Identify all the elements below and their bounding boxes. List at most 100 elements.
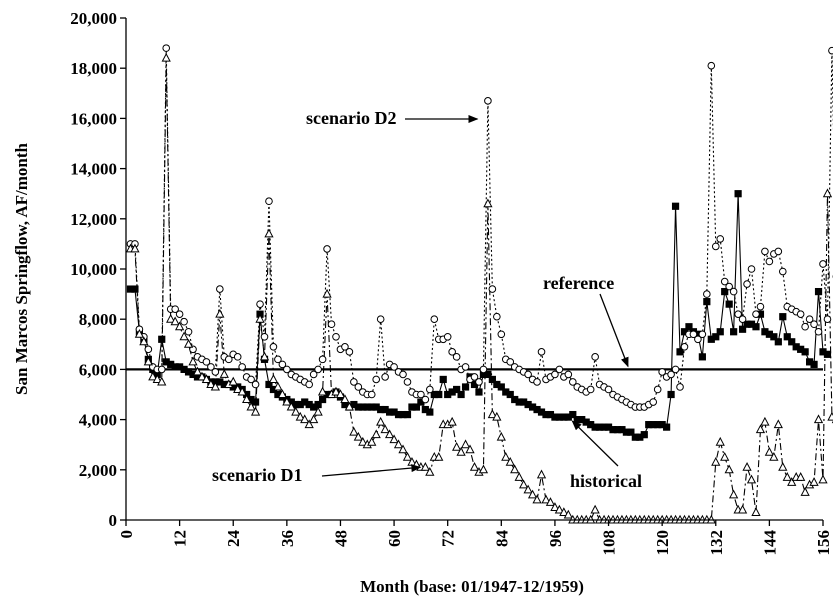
scenario-d1-point <box>434 451 444 461</box>
scenario-d1-point <box>510 464 520 474</box>
y-tick-label: 14,000 <box>70 160 117 179</box>
axes: 0 2,000 4,000 6,000 8,000 10,000 12,000 14,000 1… <box>12 9 833 596</box>
scenario-d1-point <box>742 462 752 471</box>
historical-point <box>676 348 684 356</box>
scenario-d1-point <box>380 424 390 434</box>
historical-point <box>408 403 416 411</box>
historical-point <box>479 370 488 379</box>
historical-point <box>636 433 644 441</box>
historical-point <box>390 408 398 416</box>
y-tick-label: 6,000 <box>79 360 117 379</box>
historical-point <box>604 423 613 431</box>
historical-point <box>216 378 224 386</box>
historical-point <box>363 403 371 411</box>
historical-point <box>251 398 260 406</box>
historical-point <box>716 328 724 336</box>
scenario-d1-point <box>778 462 788 471</box>
historical-point <box>457 390 465 399</box>
scenario-d2-point <box>689 330 698 339</box>
scenario-d1-point <box>460 439 471 449</box>
historical-point <box>368 403 376 411</box>
scenario-d2-point <box>238 363 246 371</box>
historical-point <box>654 421 662 429</box>
scenario-d2-point <box>823 315 832 324</box>
scenario-d1-point <box>210 381 220 391</box>
scenario-d2-point <box>470 373 479 381</box>
scenario-d1-point <box>242 394 252 404</box>
scenario-d1-point <box>139 336 149 346</box>
historical-point <box>596 423 604 431</box>
scenario-d1-point <box>183 339 194 348</box>
historical-point <box>694 330 702 338</box>
historical-point <box>587 421 595 429</box>
historical-point <box>578 416 586 424</box>
scenario-d1-point <box>233 384 243 393</box>
scenario-d2-point <box>828 46 833 55</box>
historical-point <box>301 398 309 406</box>
y-tick-label: 20,000 <box>70 9 117 28</box>
scenario-d1-point <box>769 451 779 461</box>
historical-point <box>189 370 197 379</box>
scenario-d2-point <box>224 355 233 364</box>
scenario-d1-point <box>536 469 547 479</box>
scenario-d1-point <box>532 494 542 504</box>
scenario-d2-point <box>180 317 188 326</box>
historical-point <box>698 353 706 361</box>
scenario-d1-point <box>322 288 332 298</box>
historical-point <box>542 410 550 419</box>
historical-point <box>569 410 577 419</box>
historical-point <box>814 287 823 296</box>
scenario-d2-point <box>479 365 488 374</box>
scenario-d2-point <box>207 363 215 371</box>
scenario-d2-point <box>278 360 287 369</box>
historical-point <box>274 390 282 399</box>
scenario-d2-point <box>305 380 313 389</box>
historical-point <box>350 400 358 409</box>
scenario-d1-point <box>344 401 355 411</box>
scenario-d2-point <box>725 282 733 291</box>
scenario-d1-point <box>188 356 198 366</box>
scenario-d1-point <box>514 472 524 481</box>
historical-point <box>131 285 139 293</box>
scenario-d1-point <box>358 436 368 446</box>
scenario-d2-point <box>551 370 559 379</box>
scenario-d2-point <box>274 355 282 364</box>
scenario-d1-label: scenario D1 <box>212 465 302 485</box>
historical-point <box>394 410 403 419</box>
historical-point <box>609 426 617 434</box>
x-tick-label: 144 <box>760 530 779 556</box>
scenario-d2-point <box>484 97 492 105</box>
historical-point <box>788 338 796 346</box>
historical-point <box>582 418 590 426</box>
historical-point <box>645 421 653 429</box>
historical-point <box>310 403 318 411</box>
x-tick-label: 132 <box>707 530 726 556</box>
scenario-d2-point <box>475 378 483 386</box>
historical-point <box>792 343 800 351</box>
x-tick-label: 108 <box>600 530 619 556</box>
scenario-d1-point <box>201 374 212 383</box>
scenario-d2-point <box>269 343 278 351</box>
historical-point <box>761 328 769 336</box>
scenario-d1-point <box>501 451 511 461</box>
scenario-d1-point <box>519 479 529 489</box>
historical-point <box>667 390 675 399</box>
scenario-d1-point <box>737 504 748 514</box>
scenario-d2-point <box>171 305 179 313</box>
historical-point <box>730 328 738 336</box>
x-tick-label: 156 <box>814 530 833 556</box>
scenario-d1-point <box>487 409 497 419</box>
scenario-d1-point <box>527 489 538 499</box>
scenario-d2-point <box>144 345 153 354</box>
scenario-d2-point <box>216 285 224 293</box>
historical-point <box>797 345 805 353</box>
scenario-d2-point <box>564 370 573 379</box>
historical-point <box>435 390 443 399</box>
scenario-d1-point <box>755 424 766 434</box>
scenario-d2-point <box>162 44 171 52</box>
historical-point <box>618 426 626 434</box>
scenario-d1-point <box>384 429 395 439</box>
scenario-d1-point <box>456 446 466 456</box>
historical-point <box>783 333 791 341</box>
reference-label: reference <box>543 273 614 293</box>
